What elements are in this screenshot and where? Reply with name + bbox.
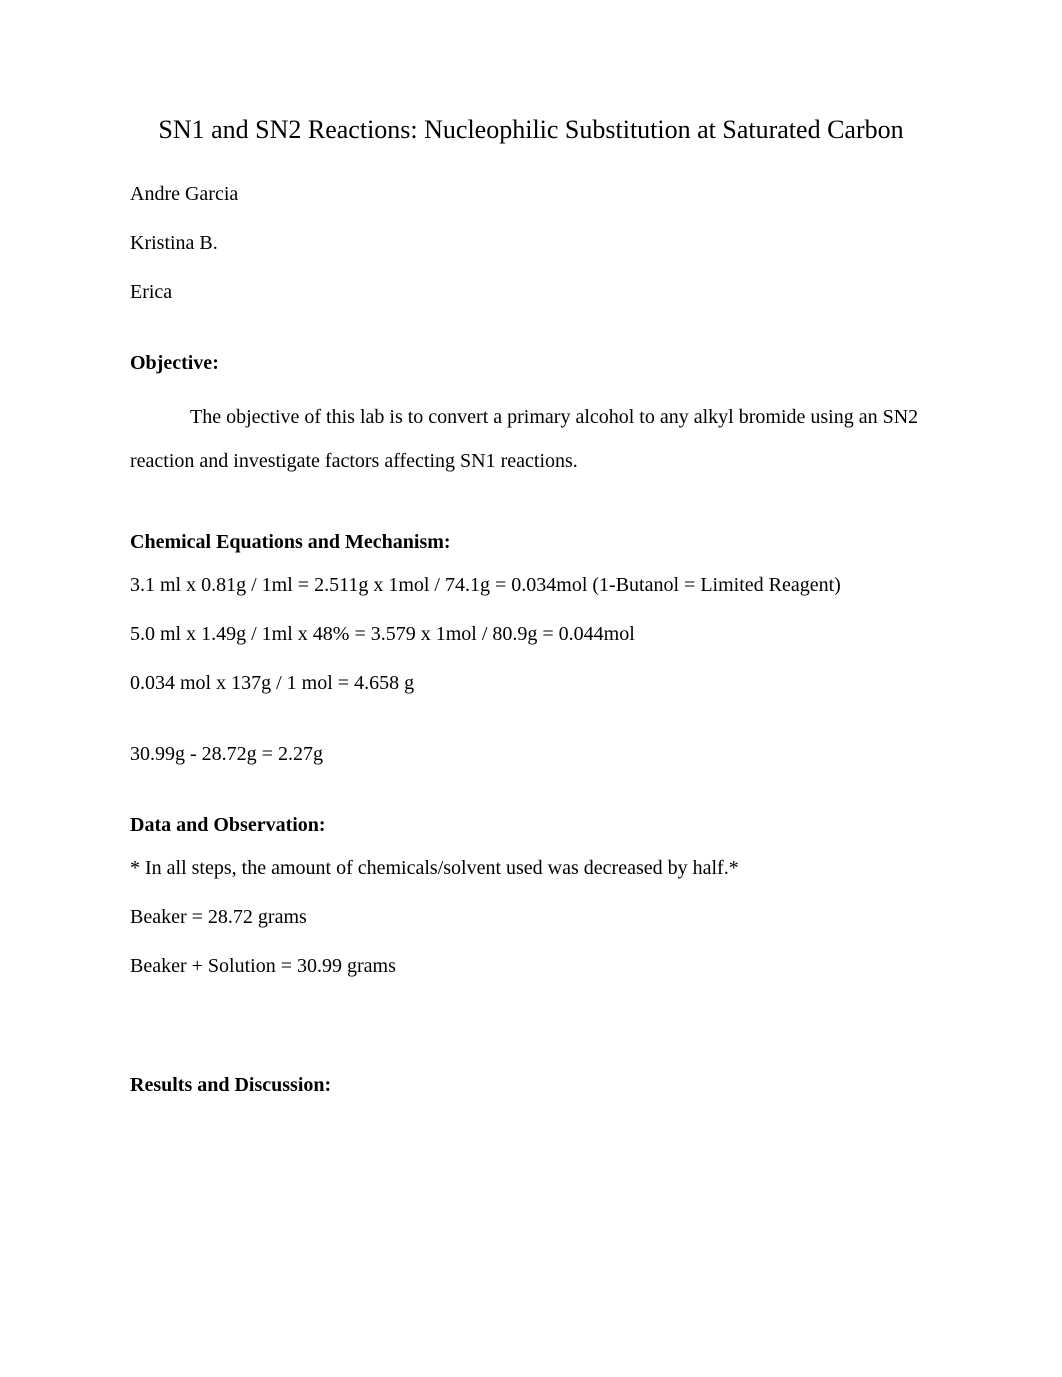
equation-line: 0.034 mol x 137g / 1 mol = 4.658 g [130,672,932,695]
author-line: Andre Garcia [130,183,932,206]
objective-text: The objective of this lab is to convert … [130,395,932,483]
author-line: Erica [130,281,932,304]
equation-line: 5.0 ml x 1.49g / 1ml x 48% = 3.579 x 1mo… [130,623,932,646]
objective-heading: Objective: [130,352,932,375]
author-line: Kristina B. [130,232,932,255]
data-beaker: Beaker = 28.72 grams [130,906,932,929]
page-title: SN1 and SN2 Reactions: Nucleophilic Subs… [130,115,932,145]
chem-eq-heading: Chemical Equations and Mechanism: [130,531,932,554]
equation-line: 3.1 ml x 0.81g / 1ml = 2.511g x 1mol / 7… [130,574,932,597]
results-heading: Results and Discussion: [130,1074,932,1097]
equation-line: 30.99g - 28.72g = 2.27g [130,743,932,766]
data-beaker-solution: Beaker + Solution = 30.99 grams [130,955,932,978]
data-obs-heading: Data and Observation: [130,814,932,837]
data-note: * In all steps, the amount of chemicals/… [130,857,932,880]
